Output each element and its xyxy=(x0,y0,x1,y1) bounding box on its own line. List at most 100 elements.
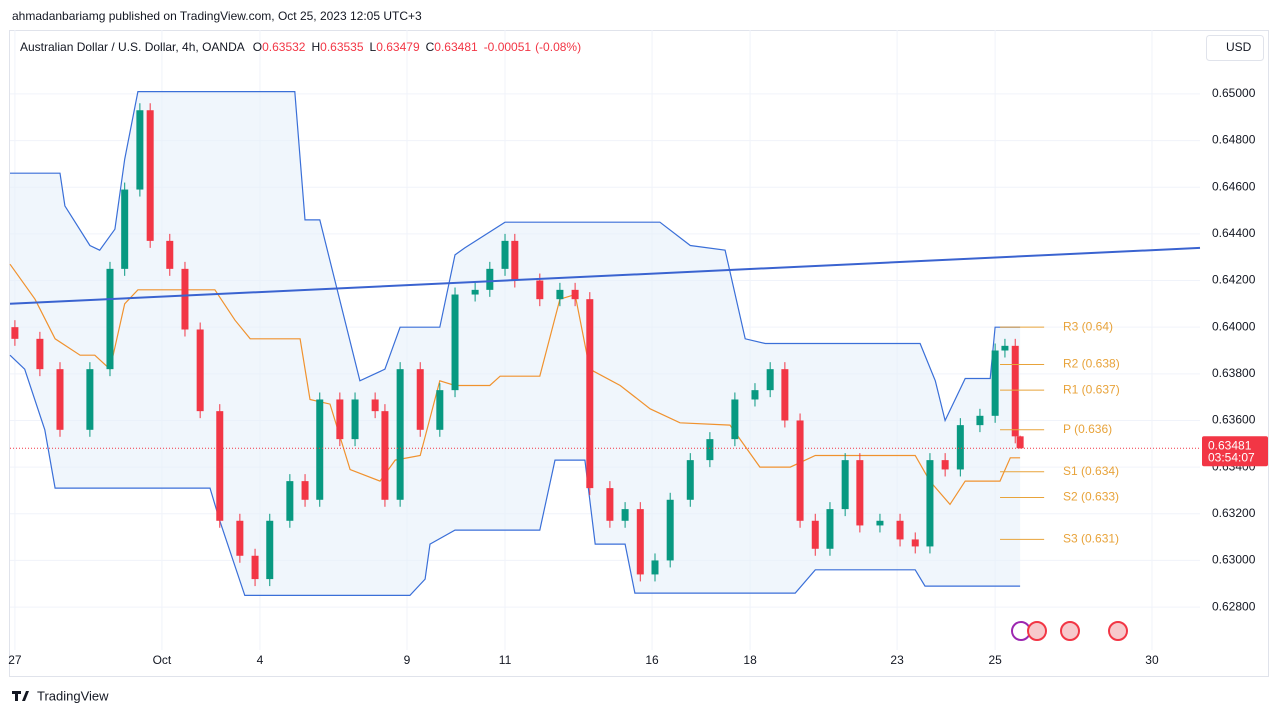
x-tick-label: Oct xyxy=(153,653,172,667)
candle-body xyxy=(686,460,694,500)
candle-body xyxy=(511,240,519,281)
brand-logo xyxy=(12,691,29,701)
candle-body xyxy=(36,338,44,370)
candle-body xyxy=(731,399,739,440)
y-tick-label: 0.63600 xyxy=(1212,413,1256,427)
candle-body xyxy=(471,289,479,295)
candle-body xyxy=(11,327,19,339)
x-tick-label: 9 xyxy=(404,653,411,667)
ohlc-key: O xyxy=(253,40,262,54)
channel-lower xyxy=(9,354,1021,596)
trendline xyxy=(9,246,1201,305)
candle-body xyxy=(956,425,964,470)
candle-body xyxy=(121,189,129,269)
event-icons xyxy=(1011,621,1128,641)
channel-fill xyxy=(10,91,1021,596)
pivot-label: R1 (0.637) xyxy=(1063,382,1120,396)
y-tick-label: 0.64200 xyxy=(1212,273,1256,287)
y-tick-label: 0.63800 xyxy=(1212,366,1256,380)
candle-body xyxy=(436,390,444,430)
candle-body xyxy=(486,268,494,290)
currency-button[interactable] xyxy=(1206,35,1264,61)
x-tick-label: 16 xyxy=(645,653,659,667)
pivot-label: S1 (0.634) xyxy=(1063,464,1119,478)
candle-body xyxy=(301,481,309,500)
countdown-label: 03:54:07 xyxy=(1208,450,1255,464)
candle-body xyxy=(106,268,114,370)
candle-body xyxy=(751,390,759,400)
event-icon[interactable] xyxy=(1060,621,1080,641)
x-tick-label: 4 xyxy=(257,653,264,667)
legend: Australian Dollar / U.S. Dollar, 4h, OAN… xyxy=(20,40,581,54)
brand-name: TradingView xyxy=(37,688,109,703)
candle-body xyxy=(876,520,884,526)
x-tick-label: 11 xyxy=(499,653,512,667)
candle-body xyxy=(636,509,644,575)
candle-body xyxy=(571,289,579,300)
ohlc-value: 0.63481 xyxy=(434,40,478,54)
change-value: -0.00051 xyxy=(484,40,532,54)
candle-body xyxy=(651,560,659,575)
last-price-box xyxy=(1202,436,1268,467)
candle-body xyxy=(236,520,244,556)
channel-upper xyxy=(10,91,1021,423)
candle-body xyxy=(56,369,64,430)
pivot-label: S3 (0.631) xyxy=(1063,532,1119,546)
candle-body xyxy=(606,488,614,521)
x-tick-label: 25 xyxy=(988,653,1002,667)
pivot-label: S2 (0.633) xyxy=(1063,490,1119,504)
candle-body xyxy=(266,520,274,580)
event-icon[interactable] xyxy=(1108,621,1128,641)
candle-body xyxy=(136,110,144,190)
candle-body xyxy=(196,329,204,412)
x-tick-label: 23 xyxy=(890,653,904,667)
y-tick-label: 0.64600 xyxy=(1212,179,1256,193)
ohlc-key: C xyxy=(426,40,435,54)
candle-body xyxy=(536,280,544,300)
candle-body xyxy=(706,439,714,461)
candle-body xyxy=(181,268,189,330)
candle-body xyxy=(1016,436,1024,449)
candle-body xyxy=(416,369,424,430)
last-price-label: 0.63481 xyxy=(1208,438,1252,452)
candle-body xyxy=(781,369,789,421)
pivot-label: R2 (0.638) xyxy=(1063,357,1120,371)
candle-body xyxy=(216,411,224,521)
candle-body xyxy=(811,520,819,549)
candle-body xyxy=(621,509,629,521)
symbol-legend: Australian Dollar / U.S. Dollar, 4h, OAN… xyxy=(20,40,581,54)
y-tick-label: 0.64000 xyxy=(1212,319,1256,333)
candle-body xyxy=(941,460,949,470)
ohlc-value: 0.63479 xyxy=(376,40,420,54)
plot-area: R3 (0.64) R2 (0.638) R1 (0.637) P (0.636) S1… xyxy=(9,91,1201,596)
candle-body xyxy=(766,369,774,391)
candle-body xyxy=(1001,345,1009,351)
candle-body xyxy=(396,369,404,500)
y-tick-label: 0.64400 xyxy=(1212,226,1256,240)
candle-body xyxy=(146,110,154,241)
candle-body xyxy=(976,415,984,426)
candle-body xyxy=(336,399,344,440)
chart-frame xyxy=(9,30,1269,677)
candle-body xyxy=(286,481,294,521)
y-tick-label: 0.63000 xyxy=(1212,553,1256,567)
symbol-title: Australian Dollar / U.S. Dollar, 4h, OAN… xyxy=(20,40,245,54)
y-tick-label: 0.63200 xyxy=(1212,506,1256,520)
change-percent: (-0.08%) xyxy=(535,40,581,54)
event-icon[interactable] xyxy=(1027,621,1047,641)
candle-body xyxy=(666,499,674,561)
candle-body xyxy=(316,399,324,500)
y-tick-label: 0.64800 xyxy=(1212,133,1256,147)
candle-body xyxy=(841,460,849,510)
y-tick-label: 0.65000 xyxy=(1212,86,1256,100)
ohlc-key: H xyxy=(311,40,320,54)
candle-body xyxy=(371,399,379,412)
channel-middle xyxy=(9,263,1021,506)
pivot-label: P (0.636) xyxy=(1063,422,1112,436)
candle-body xyxy=(856,460,864,526)
candle-body xyxy=(796,420,804,521)
currency-label: USD xyxy=(1226,40,1252,54)
candle-body xyxy=(991,350,999,416)
candle-body xyxy=(166,240,174,269)
